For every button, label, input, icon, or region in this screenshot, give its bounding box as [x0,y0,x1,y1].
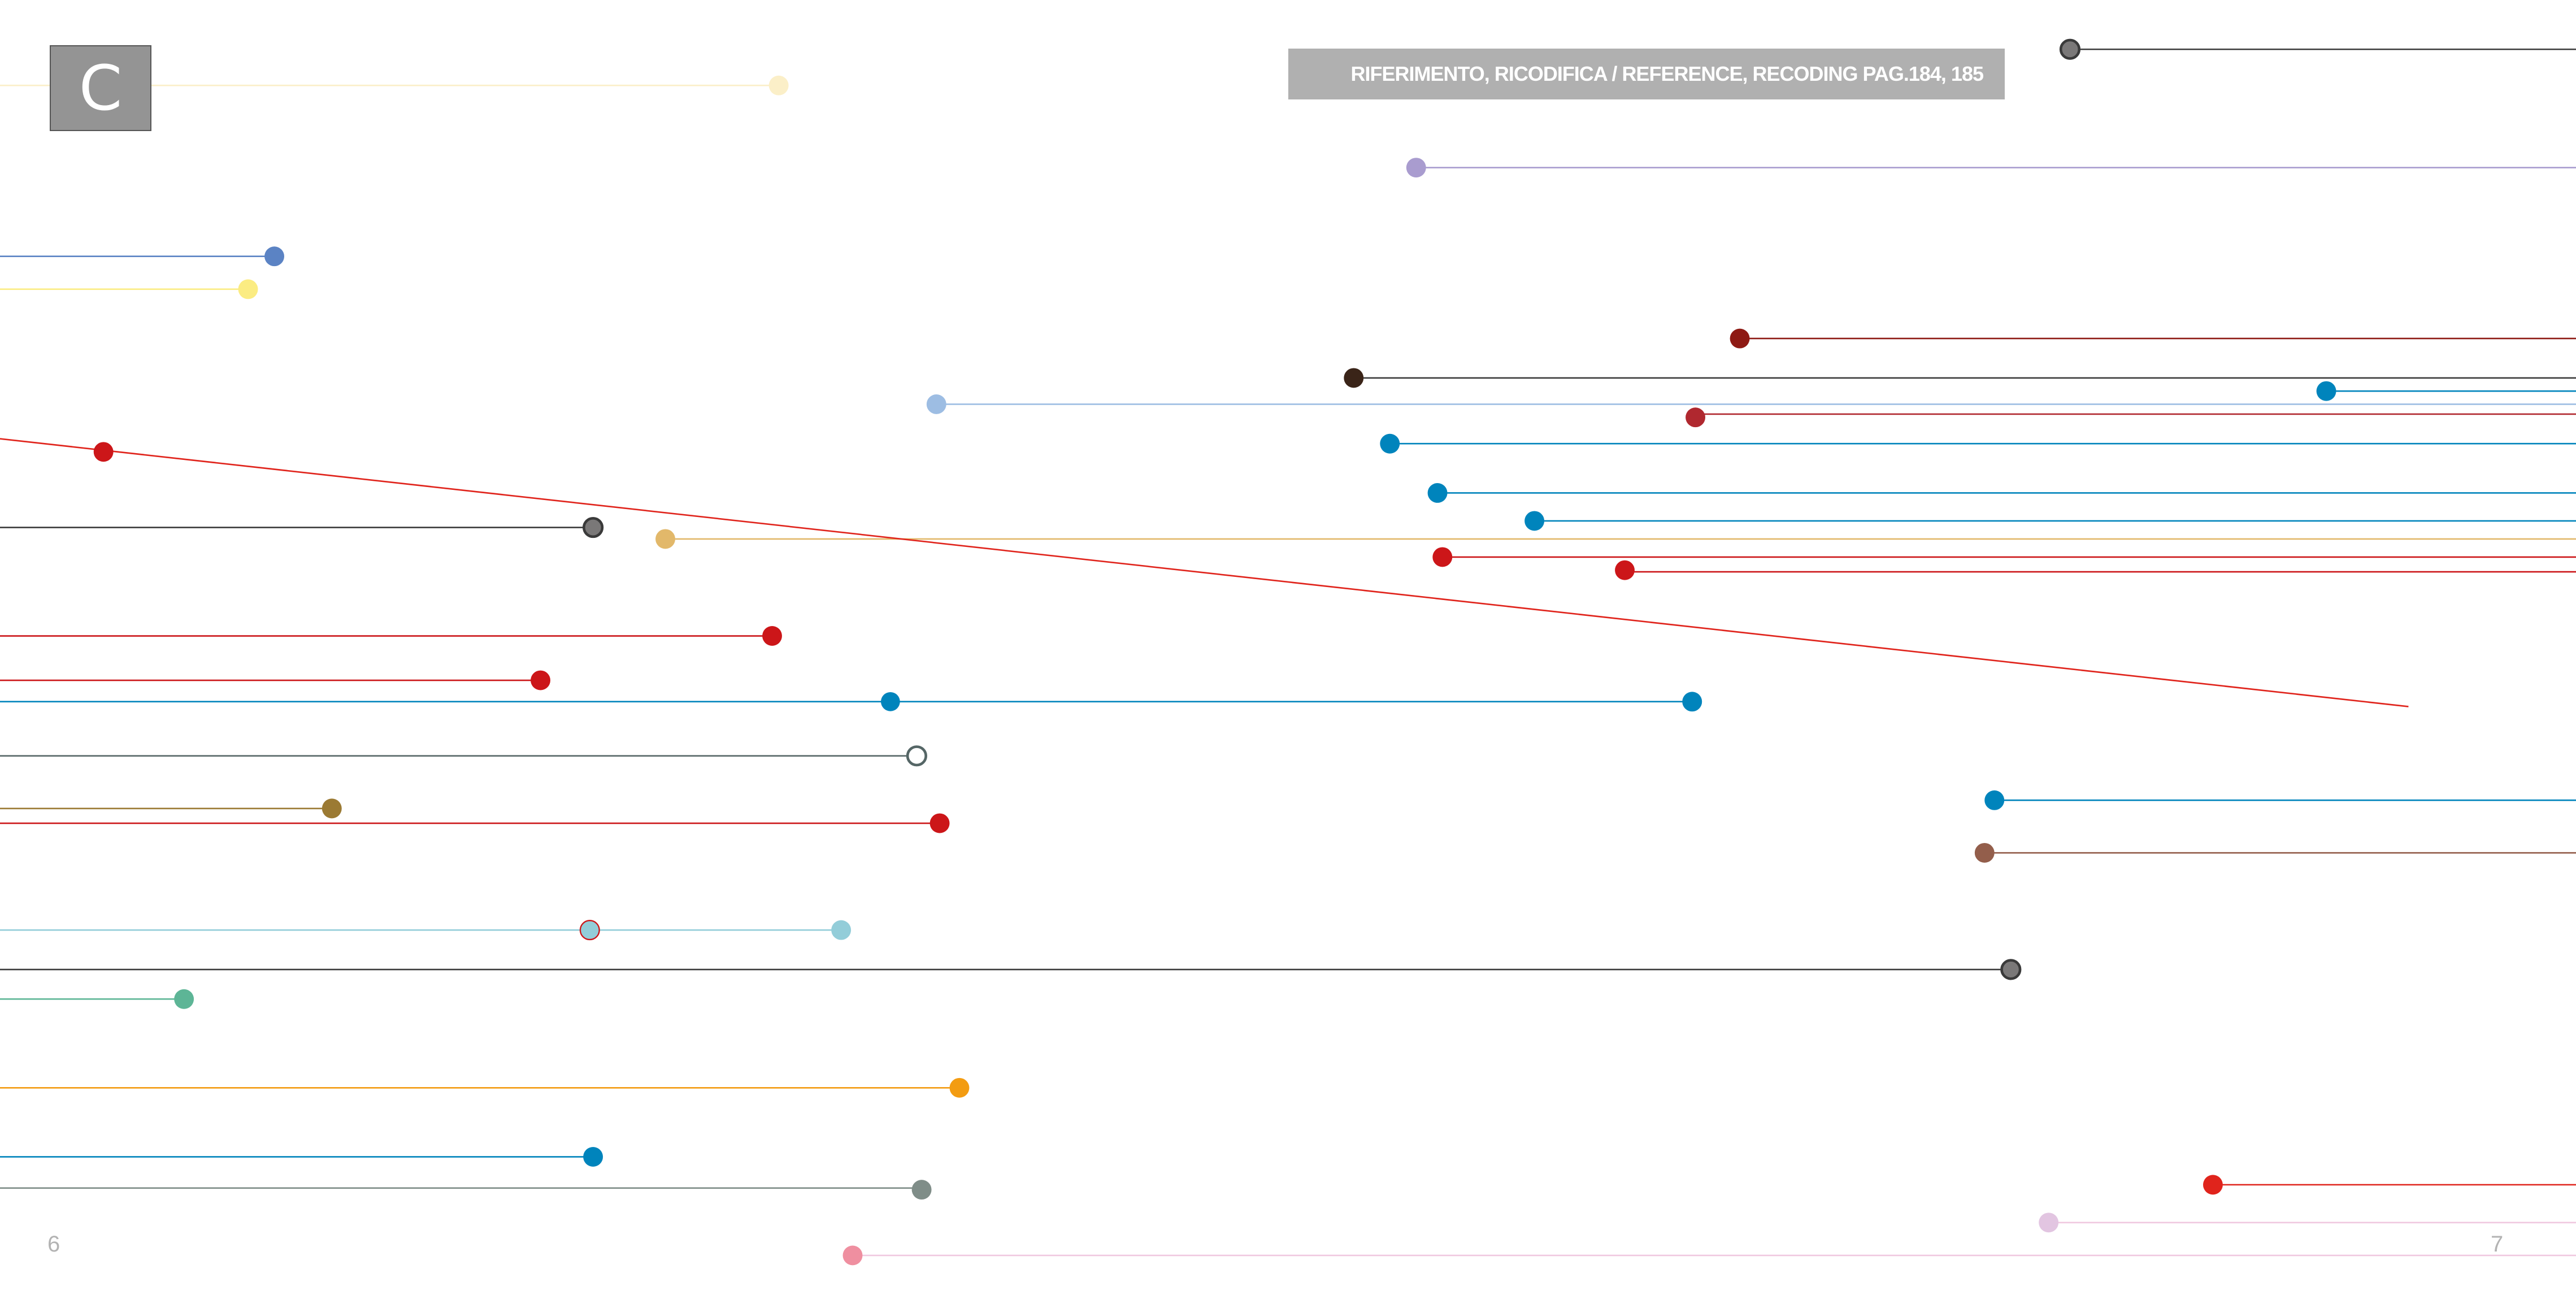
dot-marker [322,798,342,819]
line-marker-2 [1406,158,2576,178]
dot-marker [911,1180,932,1200]
dot-marker [842,1245,863,1266]
line-marker-30 [0,1146,603,1167]
page-number-right: 7 [2491,1232,2504,1257]
dot-marker [2316,381,2336,401]
line-marker-25 [1974,842,2576,863]
dot-marker [1974,842,1995,863]
line-marker-14 [655,529,2576,549]
reference-title: RIFERIMENTO, RICODIFICA / REFERENCE, REC… [1350,62,1984,85]
section-letter: C [79,52,123,124]
dot-marker [238,279,258,299]
line-marker-33 [2039,1213,2576,1233]
dot-marker [831,920,852,940]
connector-line [0,438,2409,707]
dot-marker [929,813,950,833]
line-marker-6 [1344,368,2576,388]
line-marker-26 [0,920,852,940]
dot-marker [2059,38,2081,60]
line-marker-11 [1427,483,2576,503]
line-marker-16 [1615,560,2576,580]
dot-marker [762,626,782,646]
dot-marker [1427,483,1448,503]
page-number-left: 6 [47,1232,60,1257]
dot-marker [1524,511,1545,531]
dot-marker [1380,433,1400,454]
line-marker-13 [0,516,604,538]
dot-marker [1984,790,2005,810]
line-marker-5 [1730,328,2576,349]
line-marker-9 [1686,407,2576,428]
dot-marker [906,745,928,767]
dot-marker [1615,560,1635,580]
dot-marker [1730,328,1750,349]
dot-marker [1344,368,1364,388]
dot-marker [949,1077,970,1098]
line-marker-1 [2059,38,2576,60]
dot-marker [2000,959,2022,980]
line-marker-8 [926,394,2576,414]
line-marker-15 [1432,547,2576,567]
dot-marker [2039,1213,2059,1233]
dot-marker [583,1146,603,1167]
dot-marker [93,442,114,462]
dot-marker [1432,547,1453,567]
dot-marker [1682,692,1702,712]
dot-marker [2203,1175,2223,1195]
line-marker-24 [0,813,950,833]
dot-marker [583,516,604,538]
line-marker-19 [0,670,551,690]
line-marker-21 [0,745,928,767]
line-marker-12 [1524,511,2576,531]
section-badge: C [50,45,151,131]
line-marker-4 [0,279,258,299]
line-marker-32 [2203,1175,2576,1195]
line-marker-20 [0,692,1702,712]
line-marker-34 [842,1245,2576,1266]
line-marker-18 [0,626,782,646]
dot-marker [264,246,285,267]
line-marker-31 [0,1180,932,1200]
dot-marker [768,75,789,95]
dot-marker [926,394,946,414]
line-marker-23 [0,798,342,819]
extra-dot-marker-1 [881,692,900,711]
line-marker-7 [2316,381,2576,401]
line-marker-27 [0,959,2022,980]
line-marker-22 [1984,790,2576,810]
dot-marker [655,529,675,549]
line-marker-10 [1380,433,2576,454]
dot-marker [1686,407,1706,428]
line-marker-17 [0,438,2409,707]
dot-marker [1406,158,1426,178]
line-marker-28 [0,989,194,1009]
line-marker-3 [0,246,285,267]
dot-marker [531,670,551,690]
dot-marker [174,989,194,1009]
extra-dot-marker-0 [579,920,600,941]
line-marker-29 [0,1077,970,1098]
reference-header: RIFERIMENTO, RICODIFICA / REFERENCE, REC… [1288,49,2005,99]
